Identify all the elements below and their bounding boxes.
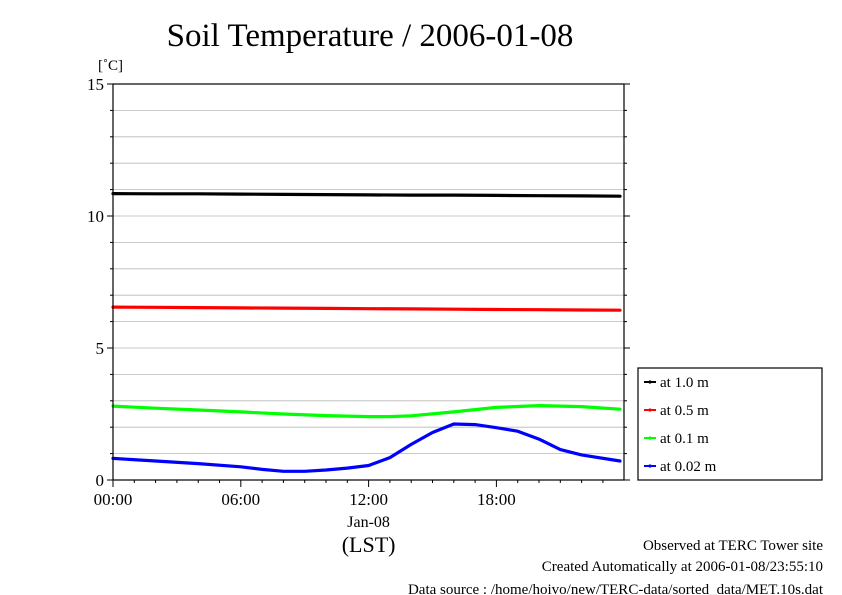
x-axis-sublabel: Jan-08 [347,514,390,531]
series-line-2 [111,404,622,419]
x-axis-label: (LST) [342,532,396,557]
plot-frame [112,83,625,481]
legend-marker [648,408,652,412]
plot-area: 0 5 10 15 00:00 06:00 12:00 18:00 [87,75,630,509]
series-line-0 [111,192,622,198]
x-axis-ticks: 00:00 06:00 12:00 18:00 [94,480,604,509]
legend-marker [648,464,652,468]
series-layer [111,192,622,473]
chart-title: Soil Temperature / 2006-01-08 [167,18,574,54]
series-line-1 [111,305,622,312]
footer-source: Data source : /home/hoivo/new/TERC-data/… [408,582,824,595]
x-tick-label: 06:00 [221,490,260,509]
footer-observed: Observed at TERC Tower site [643,538,823,554]
y-axis-unit: [˚C] [98,58,123,74]
legend: at 1.0 m at 0.5 m at 0.1 m at 0.02 m [637,367,823,481]
x-tick-label: 18:00 [477,490,516,509]
y-tick-label: 10 [87,207,104,226]
y-axis-ticks: 0 5 10 15 [87,75,630,490]
legend-label: at 0.5 m [660,403,709,419]
legend-box [637,367,823,481]
x-tick-label: 12:00 [349,490,388,509]
y-tick-label: 15 [87,75,104,94]
legend-label: at 1.0 m [660,375,709,391]
y-tick-label: 5 [96,339,105,358]
legend-label: at 0.02 m [660,459,717,475]
footer-created: Created Automatically at 2006-01-08/23:5… [542,559,823,575]
legend-marker [648,436,652,440]
x-tick-label: 00:00 [94,490,133,509]
grid-lines [113,110,624,455]
series-line-3 [111,422,622,473]
legend-label: at 0.1 m [660,431,709,447]
y-tick-label: 0 [96,471,105,490]
legend-marker [648,380,652,384]
